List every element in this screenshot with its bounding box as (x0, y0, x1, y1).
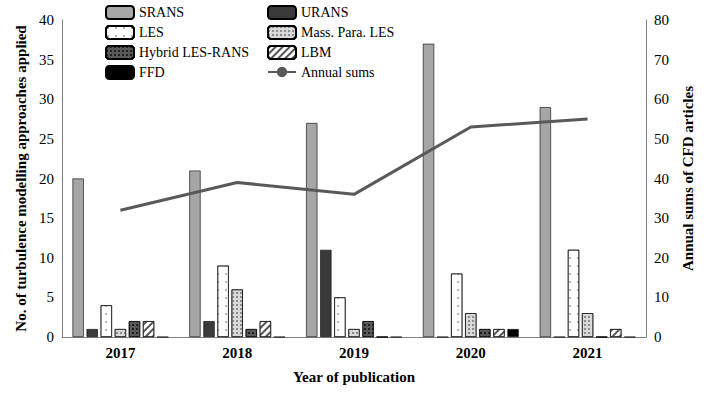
svg-text:SRANS: SRANS (139, 5, 184, 20)
svg-text:0: 0 (654, 329, 662, 345)
svg-text:2020: 2020 (456, 345, 486, 361)
svg-text:60: 60 (654, 91, 669, 107)
svg-text:10: 10 (654, 289, 669, 305)
svg-text:LES: LES (139, 25, 164, 40)
svg-text:70: 70 (654, 52, 669, 68)
svg-text:Annual sums: Annual sums (301, 65, 375, 80)
svg-text:2019: 2019 (339, 345, 369, 361)
svg-text:2021: 2021 (573, 345, 603, 361)
svg-text:2018: 2018 (222, 345, 252, 361)
svg-text:35: 35 (39, 52, 54, 68)
svg-text:Mass. Para. LES: Mass. Para. LES (301, 25, 394, 40)
svg-text:URANS: URANS (301, 5, 348, 20)
svg-text:Annual sums of CFD articles: Annual sums of CFD articles (680, 86, 696, 271)
svg-text:10: 10 (39, 250, 54, 266)
svg-text:40: 40 (654, 171, 669, 187)
svg-text:0: 0 (47, 329, 55, 345)
svg-text:5: 5 (47, 289, 55, 305)
svg-text:LBM: LBM (301, 45, 332, 60)
svg-text:40: 40 (39, 12, 54, 28)
svg-text:15: 15 (39, 210, 54, 226)
svg-text:FFD: FFD (139, 65, 165, 80)
svg-text:25: 25 (39, 131, 54, 147)
svg-text:20: 20 (654, 250, 669, 266)
svg-text:80: 80 (654, 12, 669, 28)
svg-text:Year of publication: Year of publication (293, 369, 416, 385)
svg-text:30: 30 (654, 210, 669, 226)
svg-text:No. of turbulence modelling ap: No. of turbulence modelling approaches a… (13, 25, 29, 332)
svg-text:30: 30 (39, 91, 54, 107)
svg-text:20: 20 (39, 171, 54, 187)
svg-text:Hybrid LES-RANS: Hybrid LES-RANS (139, 45, 249, 60)
svg-text:2017: 2017 (105, 345, 135, 361)
svg-text:50: 50 (654, 131, 669, 147)
